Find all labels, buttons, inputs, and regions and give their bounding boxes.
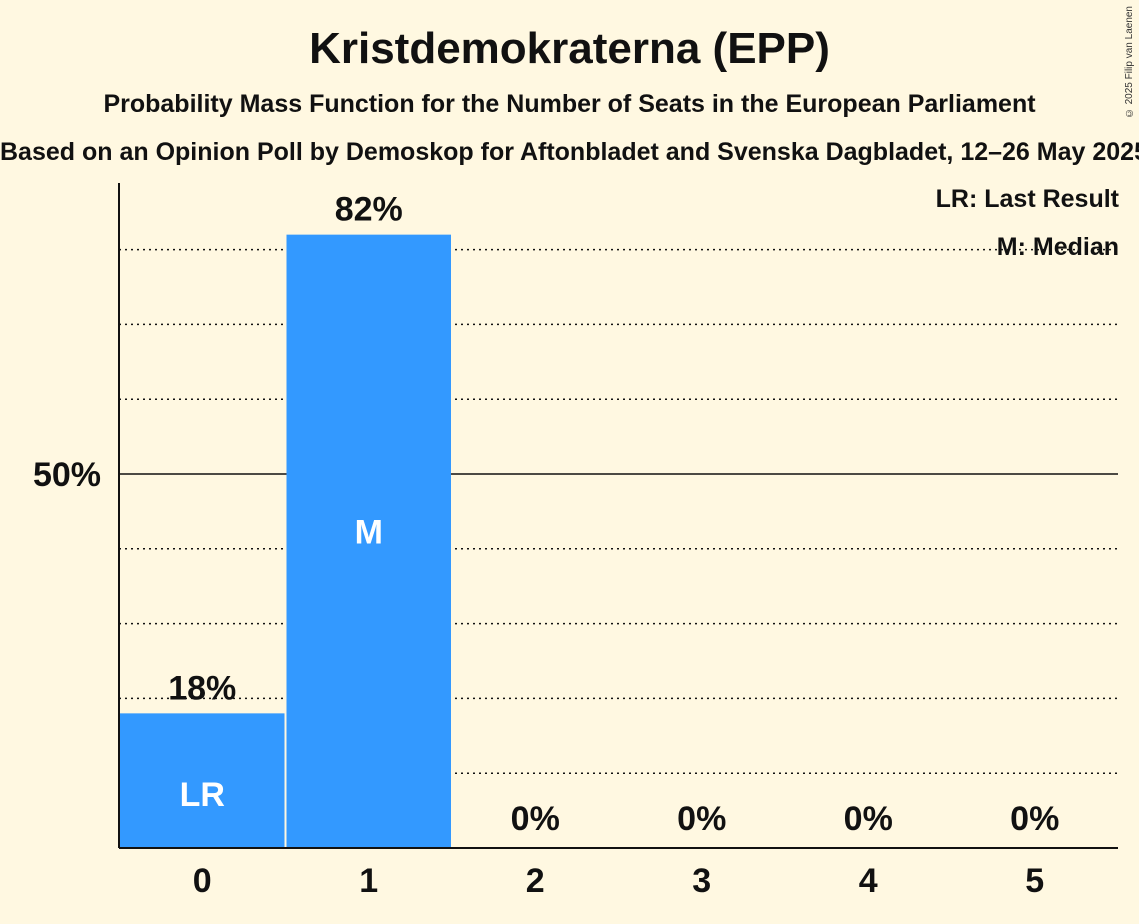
x-tick-label: 3 xyxy=(692,862,711,900)
bar-1 xyxy=(286,234,451,848)
x-tick-label: 5 xyxy=(1025,862,1044,900)
x-tick-label: 4 xyxy=(859,862,878,900)
bar-0 xyxy=(120,713,285,848)
chart-source: Based on an Opinion Poll by Demoskop for… xyxy=(0,138,1139,166)
legend-last-result: LR: Last Result xyxy=(935,185,1119,213)
x-tick-label: 2 xyxy=(526,862,545,900)
legend-median: M: Median xyxy=(996,233,1119,261)
chart-subtitle: Probability Mass Function for the Number… xyxy=(103,90,1036,118)
y-tick-label: 50% xyxy=(33,456,101,494)
value-label: 0% xyxy=(677,800,726,838)
value-label: 0% xyxy=(511,800,560,838)
value-label: 0% xyxy=(1010,800,1059,838)
bar-marker-m: M xyxy=(355,513,383,551)
value-label: 18% xyxy=(168,669,236,707)
value-label: 82% xyxy=(335,191,403,229)
chart-title: Kristdemokraterna (EPP) xyxy=(309,24,830,73)
x-tick-label: 0 xyxy=(193,862,212,900)
x-tick-label: 1 xyxy=(359,862,378,900)
bar-marker-lr: LR xyxy=(180,776,225,814)
value-label: 0% xyxy=(844,800,893,838)
